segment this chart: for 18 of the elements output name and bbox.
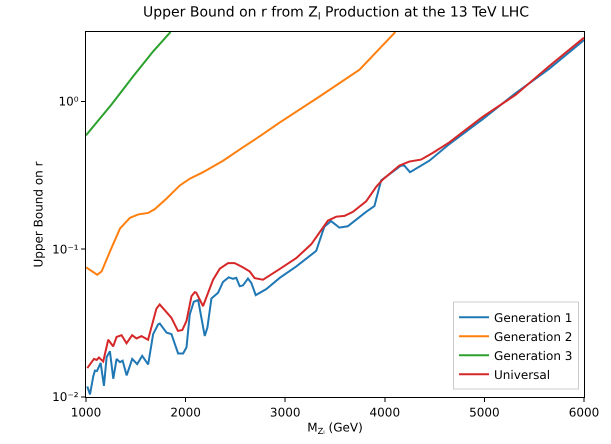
x-tick-label: 6000 (568, 405, 600, 420)
legend-label: Generation 1 (494, 310, 572, 325)
legend-label: Universal (494, 368, 550, 382)
y-axis-title: Upper Bound on r (31, 161, 46, 268)
x-tick-label: 3000 (270, 405, 300, 420)
x-tick-label: 5000 (469, 405, 500, 420)
x-axis-title: M$_{Zₗ}$ (GeV) (307, 420, 363, 436)
y-tick-label: 10⁻¹ (52, 242, 79, 256)
chart-title: Upper Bound on r from Z$_{l}$ Production at the 13 TeV LHC (143, 4, 530, 22)
y-tick-label: 10⁰ (58, 94, 79, 109)
x-tick-label: 4000 (370, 405, 400, 420)
y-tick-label: 10⁻² (52, 390, 79, 404)
line-series (86, 32, 396, 276)
legend-label: Generation 2 (494, 330, 572, 344)
x-tick-label: 1000 (70, 405, 102, 420)
legend-label: Generation 3 (494, 348, 572, 363)
x-tick-label: 2000 (170, 405, 201, 420)
line-series (86, 32, 172, 136)
